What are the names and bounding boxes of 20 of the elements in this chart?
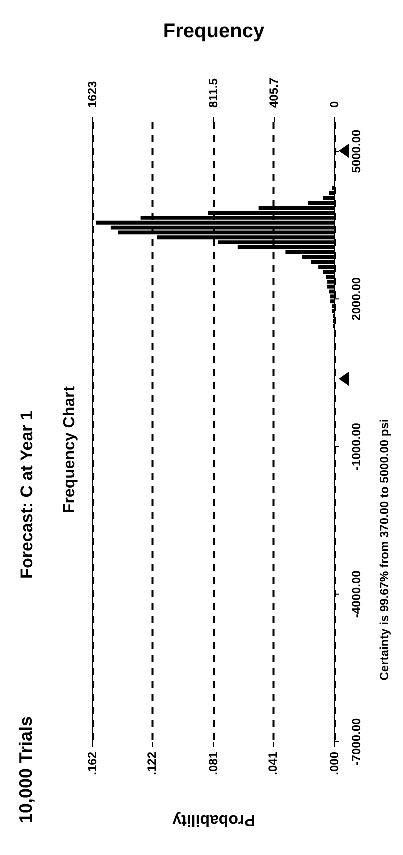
- x2-tick-label: 811.5: [206, 78, 220, 108]
- y-tick-label: -4000.00: [349, 570, 364, 618]
- text: Forecast: C at Year 1: [18, 411, 37, 579]
- x-tick-label: .122: [145, 752, 160, 776]
- x-tick-label: .000: [327, 752, 342, 776]
- text: 10,000 Trials: [16, 716, 36, 824]
- x2-axis-title: Frequency: [163, 20, 266, 43]
- y-tick-label: 5000.00: [349, 130, 364, 174]
- x-tick-label: .081: [206, 752, 220, 776]
- x2-tick-label: 1623: [85, 80, 100, 108]
- x-axis-title: Probability: [172, 812, 256, 829]
- x-tick-label: .162: [85, 752, 100, 776]
- y-tick-label: -1000.00: [349, 422, 364, 470]
- y-tick-label: 2000.00: [349, 277, 364, 321]
- text: Frequency Chart: [61, 386, 78, 514]
- x-tick-label: .041: [266, 752, 280, 776]
- text: Certainty is 99.67% from 370.00 to 5000.00 psi: [377, 419, 392, 681]
- x2-tick-label: 0: [327, 101, 342, 108]
- y-tick-label: -7000.00: [349, 718, 364, 766]
- x2-tick-label: 405.7: [266, 78, 281, 108]
